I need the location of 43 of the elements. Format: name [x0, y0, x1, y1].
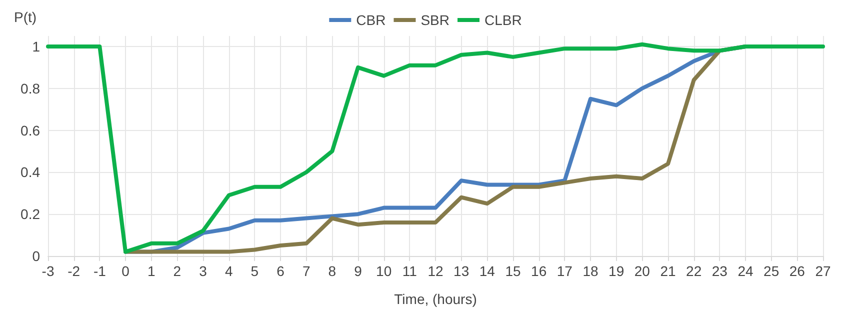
y-tick-label: 0.2 — [20, 206, 40, 222]
line-series — [46, 42, 825, 254]
x-tick-label: 13 — [454, 263, 470, 279]
x-tick-label: 12 — [428, 263, 444, 279]
x-tick-label: 22 — [686, 263, 702, 279]
y-tick-label: 0.8 — [20, 80, 40, 96]
x-tick-label: 27 — [815, 263, 831, 279]
x-tick-label: 5 — [250, 263, 259, 279]
x-tick-label: 6 — [276, 263, 285, 279]
x-tick-label: 9 — [354, 263, 362, 279]
x-tick-label: 20 — [634, 263, 650, 279]
x-tick-label: 8 — [328, 263, 336, 279]
legend-label: CBR — [356, 12, 386, 28]
x-tick-label: 10 — [376, 263, 392, 279]
x-tick-label: 15 — [505, 263, 521, 279]
x-tick-label: -3 — [42, 263, 54, 279]
y-tick-label: 0.4 — [20, 164, 40, 180]
x-tick-label: 26 — [789, 263, 806, 279]
x-tick-label: 16 — [531, 263, 547, 279]
y-tick-label: 1 — [32, 38, 40, 54]
y-tick-label: 0.6 — [20, 122, 40, 138]
x-tick-label: 17 — [556, 263, 573, 279]
x-tick-label: 3 — [199, 263, 208, 279]
x-tick-label: 25 — [764, 263, 780, 279]
x-tick-label: 11 — [402, 263, 418, 279]
x-tick-label: 1 — [147, 263, 156, 279]
x-tick-label: 4 — [224, 263, 233, 279]
x-tick-label: 7 — [302, 263, 310, 279]
legend-label: SBR — [420, 12, 450, 28]
x-tick-label: 18 — [582, 263, 598, 279]
x-tick-label: -1 — [93, 263, 106, 279]
x-tick-label: 24 — [738, 263, 754, 279]
x-tick-label: 19 — [608, 263, 624, 279]
x-tick-label: 14 — [479, 263, 496, 279]
x-tick-label: 0 — [122, 263, 130, 279]
x-tick-label: 21 — [660, 263, 676, 279]
x-tick-label: -2 — [68, 263, 80, 279]
x-tick-label: 23 — [712, 263, 728, 279]
y-tick-label: 0 — [32, 248, 40, 264]
y-axis-title: P(t) — [14, 9, 37, 25]
legend-label: CLBR — [484, 12, 522, 28]
x-axis-title: Time, (hours) — [394, 291, 477, 307]
x-tick-label: 2 — [173, 263, 182, 279]
